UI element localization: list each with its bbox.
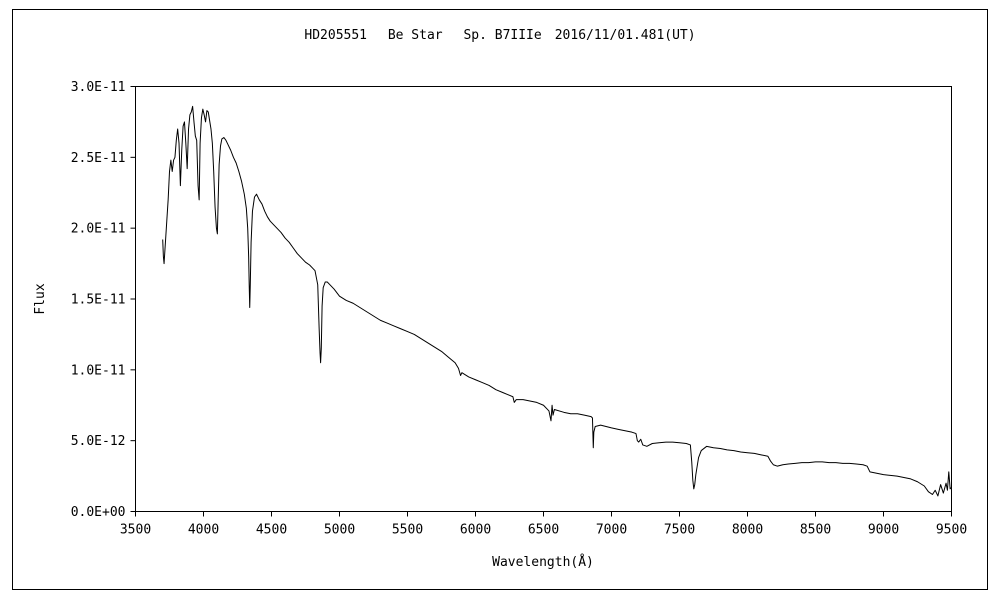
y-tick-label: 5.0E-12 bbox=[71, 434, 126, 449]
x-tick-label: 5000 bbox=[324, 523, 355, 538]
x-tick-label: 8500 bbox=[800, 523, 831, 538]
y-tick-label: 3.0E-11 bbox=[71, 80, 126, 95]
y-tick-label: 0.0E+00 bbox=[71, 505, 126, 520]
x-tick-label: 9000 bbox=[868, 523, 899, 538]
x-tick-label: 3500 bbox=[120, 523, 151, 538]
x-tick-label: 9500 bbox=[936, 523, 967, 538]
x-tick-label: 8000 bbox=[732, 523, 763, 538]
y-axis-label: Flux bbox=[33, 283, 48, 314]
x-tick-label: 4000 bbox=[188, 523, 219, 538]
x-tick-label: 7500 bbox=[664, 523, 695, 538]
chart-title: HD205551 Be Star Sp. B7IIIe 2016/11/01.4… bbox=[304, 28, 695, 43]
x-axis-label: Wavelength(Å) bbox=[492, 554, 594, 570]
spectrum-line bbox=[162, 105, 952, 497]
x-tick-label: 6500 bbox=[528, 523, 559, 538]
y-tick-label: 1.0E-11 bbox=[71, 363, 126, 378]
y-tick-label: 1.5E-11 bbox=[71, 293, 126, 308]
x-tick-label: 4500 bbox=[256, 523, 287, 538]
plot-area bbox=[135, 86, 952, 512]
y-axis: 0.0E+00 5.0E-12 1.0E-11 1.5E-11 2.0E-11 2.5E-… bbox=[71, 80, 136, 520]
x-tick-label: 5500 bbox=[392, 523, 423, 538]
x-axis: 3500 4000 4500 5000 5500 6000 6500 7000 7500 8000… bbox=[120, 511, 967, 538]
y-tick-label: 2.5E-11 bbox=[71, 151, 126, 166]
series-group bbox=[162, 105, 952, 497]
x-tick-label: 6000 bbox=[460, 523, 491, 538]
x-tick-label: 7000 bbox=[596, 523, 627, 538]
y-tick-label: 2.0E-11 bbox=[71, 222, 126, 237]
